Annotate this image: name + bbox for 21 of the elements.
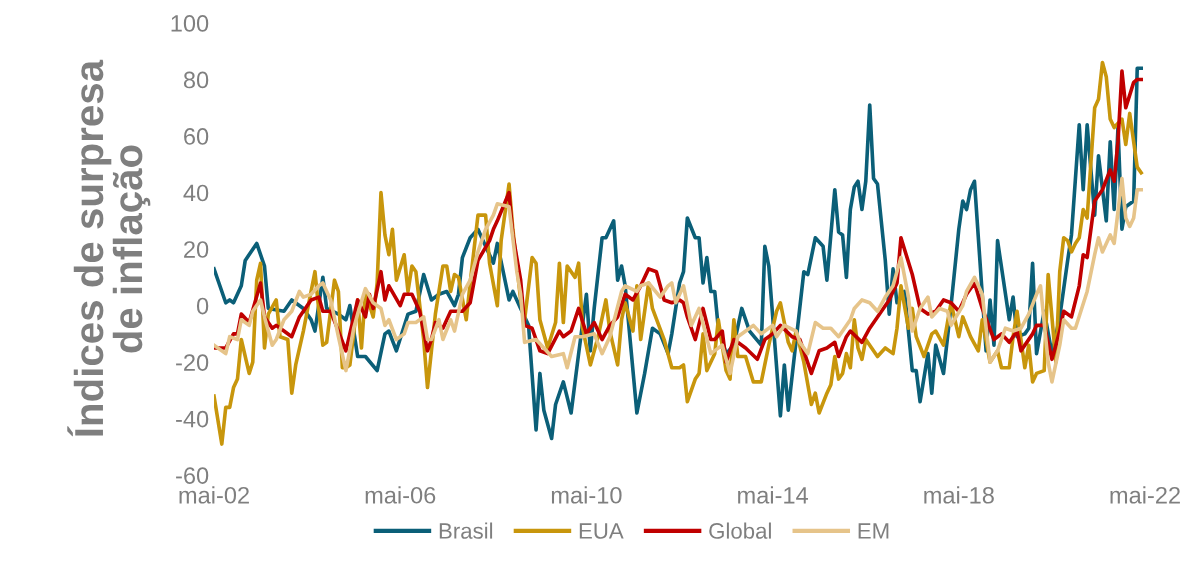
y-tick-label: 40 xyxy=(183,184,209,202)
line-series xyxy=(214,176,1143,384)
x-tick-label: mai-02 xyxy=(179,486,249,504)
y-axis-title: Índices de surpresa de inflação xyxy=(67,59,151,437)
x-tick-label: mai-14 xyxy=(738,486,809,504)
y-tick-label: 60 xyxy=(184,128,209,145)
x-tick-label: mai-22 xyxy=(1110,486,1180,504)
y-tick-label: 20 xyxy=(184,241,209,258)
x-tick-label: mai-06 xyxy=(365,486,436,504)
y-tick-label: 0 xyxy=(196,297,209,315)
x-tick-label: mai-18 xyxy=(924,486,994,504)
legend-label: EUA xyxy=(579,523,624,539)
x-tick-label: mai-10 xyxy=(551,486,622,504)
legend-label: EM xyxy=(858,523,889,539)
legend-label: Brasil xyxy=(439,522,493,539)
y-tick-label: 100 xyxy=(171,15,209,32)
y-tick-label: 80 xyxy=(183,71,209,89)
y-tick-label: -20 xyxy=(176,354,209,371)
y-tick-label: -40 xyxy=(176,410,209,428)
y-tick-label: -60 xyxy=(176,467,209,484)
legend-label: Global xyxy=(709,522,771,539)
